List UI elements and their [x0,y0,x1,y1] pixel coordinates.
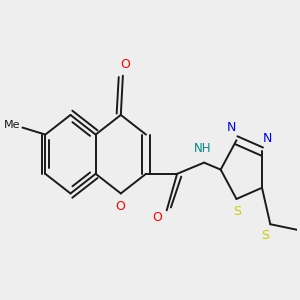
Text: S: S [233,205,242,218]
Text: S: S [261,229,269,242]
Text: O: O [120,58,130,71]
Text: O: O [115,200,125,213]
Text: NH: NH [194,142,212,155]
Text: N: N [262,132,272,146]
Text: O: O [152,211,162,224]
Text: Me: Me [4,120,20,130]
Text: N: N [226,121,236,134]
